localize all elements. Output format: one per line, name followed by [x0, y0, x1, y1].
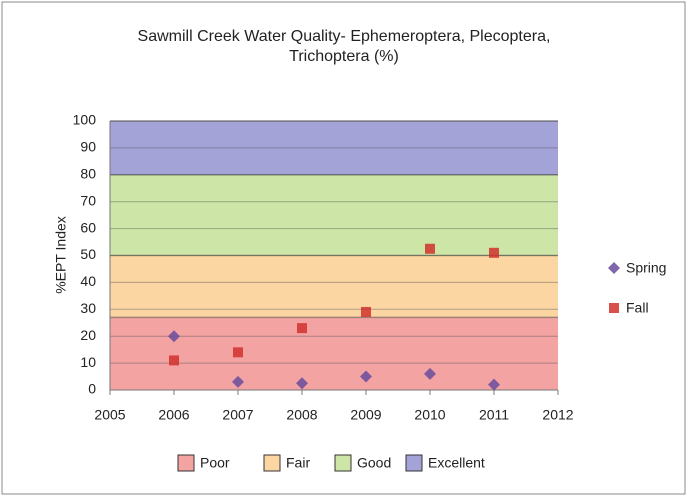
band	[110, 174, 558, 256]
y-tick-label: 60	[80, 219, 96, 235]
legend-marker	[608, 262, 620, 274]
legend-label: Spring	[626, 260, 666, 276]
y-tick-label: 20	[80, 327, 96, 343]
y-tick-label: 70	[80, 192, 96, 208]
chart-title: Sawmill Creek Water Quality- Ephemeropte…	[137, 28, 551, 65]
data-point	[232, 375, 244, 388]
data-point	[360, 370, 372, 383]
legend-label: Excellent	[428, 455, 485, 471]
y-tick-label: 50	[80, 246, 96, 262]
x-tick-label: 2010	[414, 407, 445, 423]
data-point	[425, 243, 435, 254]
x-tick-label: 2009	[350, 407, 381, 423]
data-point	[489, 247, 499, 258]
legend-swatch	[263, 454, 281, 472]
band	[110, 255, 558, 318]
data-point	[296, 377, 308, 390]
y-tick-label: 80	[80, 166, 96, 182]
legend-swatch	[405, 454, 423, 472]
data-point	[297, 323, 307, 334]
y-tick-label: 100	[73, 112, 97, 128]
legend-marker	[609, 303, 619, 313]
legend-label: Fall	[626, 300, 649, 316]
band	[110, 317, 558, 390]
data-point	[488, 378, 500, 391]
x-tick-label: 2012	[542, 407, 573, 423]
legend-swatch	[177, 454, 195, 472]
y-tick-label: 90	[80, 139, 96, 155]
x-tick-label: 2007	[222, 407, 253, 423]
legend-label: Good	[357, 455, 391, 471]
data-point	[168, 330, 180, 343]
y-tick-label: 40	[80, 273, 96, 289]
band	[110, 121, 558, 175]
x-tick-label: 2005	[94, 407, 125, 423]
legend-label: Fair	[286, 455, 310, 471]
x-tick-label: 2011	[479, 407, 509, 423]
data-point	[361, 306, 371, 317]
legend-swatch	[334, 454, 352, 472]
data-point	[169, 355, 179, 366]
x-tick-label: 2008	[286, 407, 317, 423]
data-point	[233, 347, 243, 358]
x-tick-label: 2006	[158, 407, 189, 423]
legend-label: Poor	[200, 455, 230, 471]
y-tick-label: 30	[80, 300, 96, 316]
y-tick-label: 0	[88, 381, 96, 397]
data-point	[424, 367, 436, 380]
y-tick-label: 10	[80, 354, 96, 370]
y-axis-label: %EPT Index	[53, 216, 69, 294]
